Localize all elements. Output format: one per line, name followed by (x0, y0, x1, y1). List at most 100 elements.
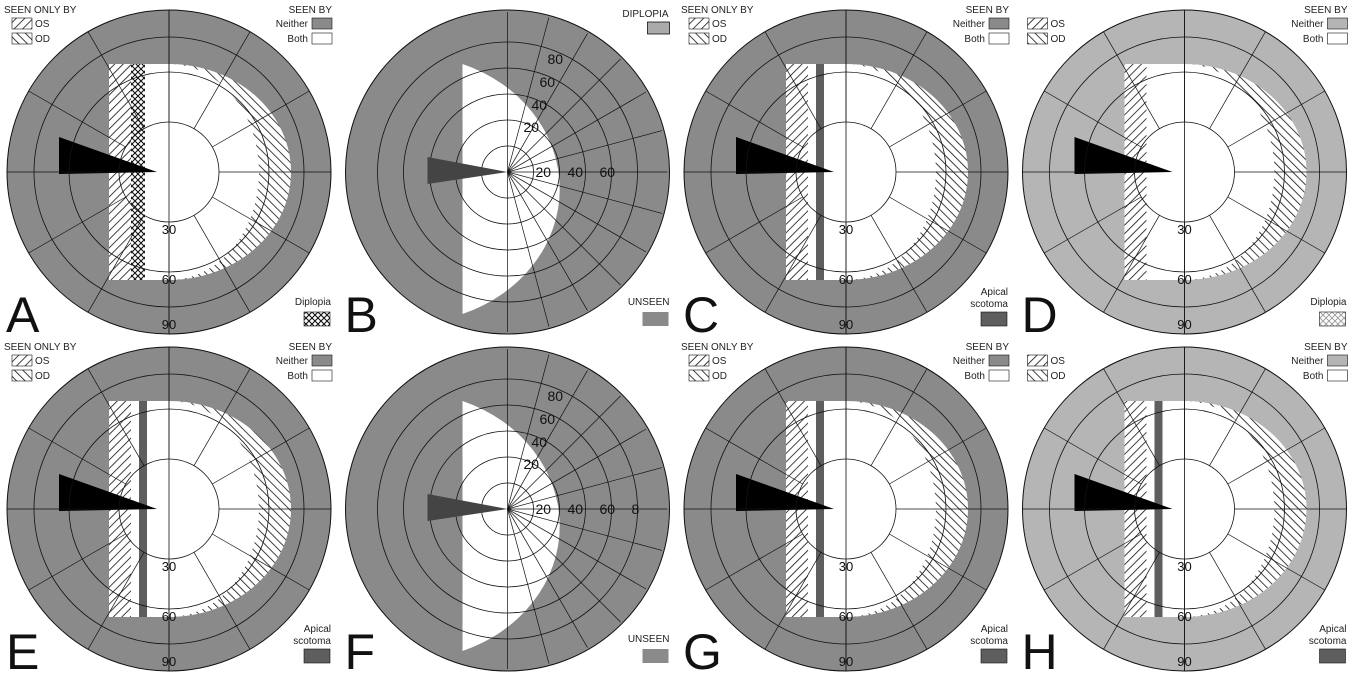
label-90: 90 (1177, 317, 1191, 332)
polar-label: 60 (540, 74, 556, 90)
os-swatch (1027, 17, 1048, 30)
field-spoke (1044, 90, 1142, 148)
field-spoke (1209, 215, 1266, 313)
field-spoke (87, 31, 145, 129)
od-label: OD (712, 34, 727, 45)
corner-label-1: Apical (981, 287, 1008, 298)
od-region (169, 64, 291, 280)
field-outline (345, 9, 670, 335)
polar-spoke (507, 428, 647, 510)
corner-label: Diplopia (1310, 297, 1347, 308)
diplopia-top-swatch (647, 21, 670, 35)
neither-swatch (311, 354, 333, 367)
field-outline (683, 9, 1009, 335)
neither-swatch (1327, 354, 1348, 367)
polar-label: 40 (532, 97, 548, 113)
field-outline (1022, 346, 1347, 672)
os-swatch (11, 354, 33, 367)
field-outline (1022, 9, 1347, 335)
od-region (846, 64, 968, 280)
field-spoke (28, 427, 126, 485)
corner-label: Diplopia (295, 297, 332, 308)
od-swatch (11, 32, 33, 45)
black-wedge (736, 474, 834, 511)
panel-E: 30 60 90 SEEN ONLY BY OS OD SEEN BY Neither Both… (4, 342, 332, 674)
field-spoke (1044, 533, 1142, 591)
os-label: OS (35, 356, 50, 367)
field-regions (736, 401, 968, 617)
label-90: 90 (162, 317, 176, 332)
polar-spoke (507, 508, 621, 623)
corner-label-2: scotoma (970, 299, 1008, 310)
neither-label: Neither (276, 19, 309, 30)
polar-spoke (507, 467, 663, 510)
os-label: OS (712, 19, 727, 30)
od-swatch (688, 32, 710, 45)
black-wedge (736, 137, 834, 174)
polar-spoke (507, 354, 550, 510)
polar-label: 20 (524, 119, 540, 135)
field-spoke (87, 368, 145, 466)
field-spoke (1227, 427, 1325, 485)
both-label: Both (1303, 34, 1324, 45)
corner-label-2: scotoma (1309, 636, 1347, 647)
polar-label: 40 (568, 164, 584, 180)
polar-spoke (507, 370, 588, 510)
polar-wedge (427, 157, 508, 184)
corner-swatch (303, 311, 331, 327)
field-outline (345, 346, 670, 672)
field-spoke (28, 90, 126, 148)
corner-swatch (1319, 648, 1346, 664)
od-region (846, 401, 968, 617)
os-swatch (11, 17, 33, 30)
polar-label: 40 (532, 434, 548, 450)
panel-A: 30 60 90 SEEN ONLY BY OS OD SEEN BY Neither Both… (4, 5, 332, 343)
field-spoke (705, 196, 803, 254)
label-30: 30 (1177, 222, 1191, 237)
field-regions (377, 12, 668, 332)
panel-letter: E (6, 624, 39, 674)
corner-swatch (642, 312, 669, 326)
seen-only-by-label: SEEN ONLY BY (681, 5, 754, 16)
panel-letter: A (6, 287, 40, 343)
od-label: OD (35, 34, 50, 45)
field-spoke (764, 552, 822, 650)
field-spoke (870, 368, 928, 466)
corner-swatch (642, 649, 669, 663)
field-regions (59, 401, 291, 617)
field-spoke (1209, 552, 1266, 650)
field-spoke (212, 427, 310, 485)
field-spoke (705, 427, 803, 485)
field-spoke (1103, 368, 1160, 466)
field-regions (1074, 64, 1307, 280)
od-swatch (11, 369, 33, 382)
od-region (169, 401, 291, 617)
neither-label: Neither (1291, 356, 1324, 367)
polar-label: 20 (536, 164, 552, 180)
field-spoke (1044, 427, 1142, 485)
corner-label-2: scotoma (293, 636, 331, 647)
polar-spoke (507, 130, 663, 173)
seen-by-label: SEEN BY (289, 342, 333, 353)
field-spoke (889, 427, 987, 485)
panel-F: 80 60 40 20 20 40 60 8 UNSEEN F (345, 346, 670, 674)
both-swatch (311, 369, 333, 382)
both-label: Both (287, 371, 308, 382)
both-label: Both (964, 371, 985, 382)
polar-label: 20 (524, 456, 540, 472)
neither-label: Neither (1291, 19, 1324, 30)
corner-swatch (1319, 311, 1346, 327)
seen-by-label: SEEN BY (289, 5, 333, 16)
field-spoke (889, 196, 987, 254)
field-regions (59, 64, 291, 280)
polar-label: 80 (548, 51, 564, 67)
field-spoke (193, 368, 251, 466)
diplopia-top-label: DIPLOPIA (622, 9, 668, 20)
seen-only-by-label: SEEN ONLY BY (4, 342, 77, 353)
label-30: 30 (162, 222, 176, 237)
neither-label: Neither (276, 356, 309, 367)
panel-letter: D (1022, 287, 1058, 343)
polar-seen-region (462, 64, 560, 314)
polar-spoke (507, 508, 550, 664)
